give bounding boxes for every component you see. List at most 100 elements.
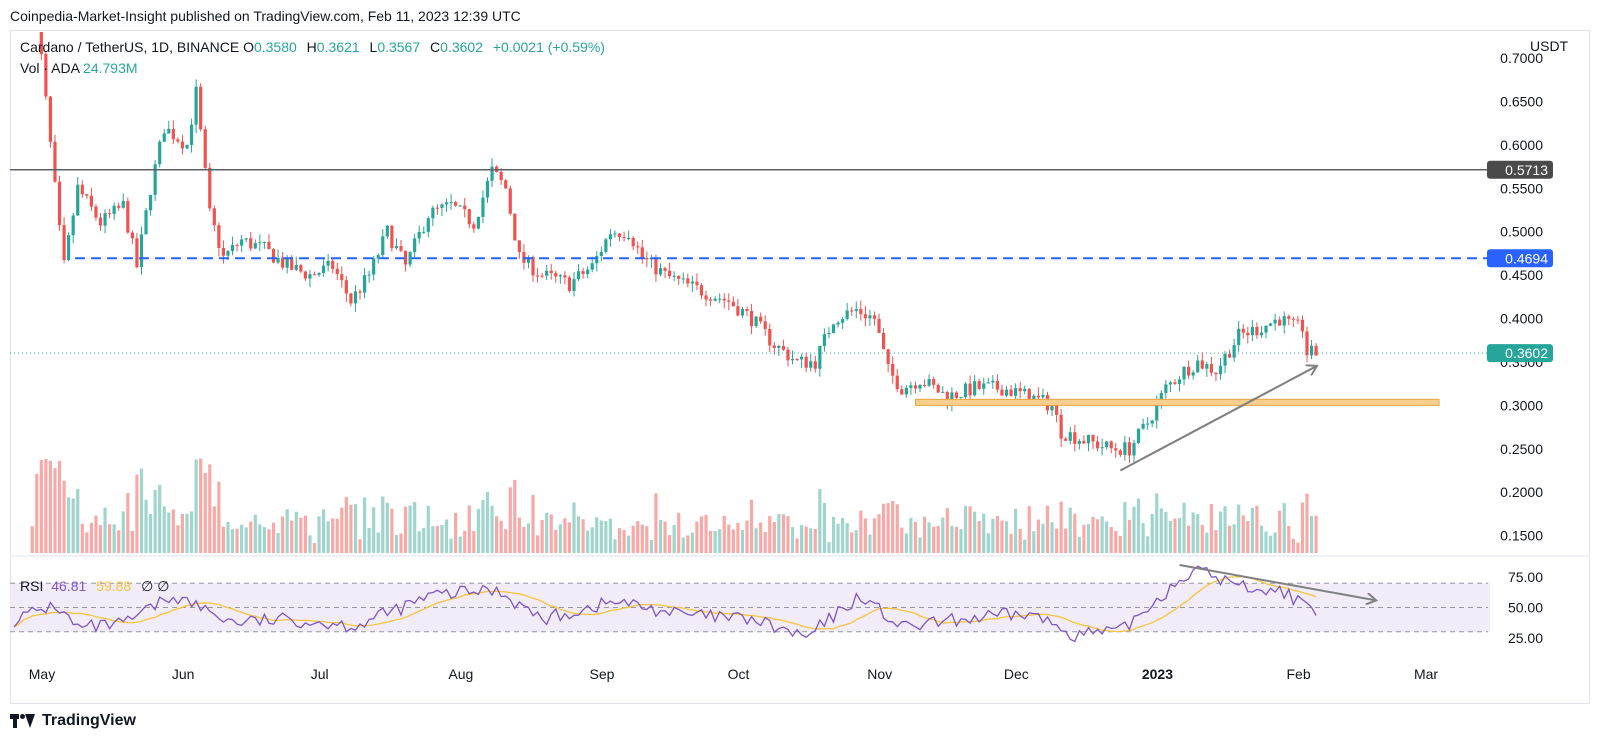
volume-bar [713,531,717,553]
low-label: L [369,39,378,55]
candle-body [804,356,808,368]
candle-body [690,281,694,284]
candle-body [417,232,421,239]
candle-body [1068,432,1072,441]
volume-label[interactable]: Vol · ADA [20,60,80,76]
candle-body [508,188,512,214]
volume-bar [617,528,622,553]
candle-body [567,277,572,291]
volume-bar [800,525,804,553]
candle-body [913,385,918,389]
candle-body [490,166,494,181]
candle-body [868,315,872,319]
price-tick-label: 0.6500 [1500,93,1543,109]
volume-bar [335,518,339,553]
rsi-label[interactable]: RSI [20,578,44,594]
volume-bar [321,509,326,553]
volume-bar [781,514,786,553]
volume-bar [203,472,207,553]
candle-body [636,246,640,248]
volume-bar [841,518,845,553]
candle-body [1136,428,1141,444]
volume-bar [895,504,899,553]
volume-bar [1287,525,1291,553]
volume-bar [663,521,667,553]
resistance-label: 0.5713 [1505,162,1548,178]
volume-bar [1014,508,1018,553]
price-tick-label: 0.4500 [1500,267,1543,283]
rsi-tick-label: 75.00 [1508,569,1543,585]
candle-body [736,306,740,316]
candle-body [44,54,48,97]
volume-bar [1200,524,1204,553]
volume-bar [385,502,389,553]
volume-bar [795,538,799,553]
volume-bar [167,512,171,553]
volume-bar [1314,515,1318,553]
candle-body [540,275,544,277]
candle-body [344,280,348,294]
candle-body [599,251,603,256]
volume-bar [1173,518,1177,553]
candle-body [613,233,617,235]
candle-body [285,258,289,268]
candle-body [1287,316,1291,319]
volume-bar [818,489,822,553]
volume-bar [1273,532,1277,553]
volume-bar [645,526,649,553]
volume-bar [941,517,945,553]
volume-bar [217,481,221,553]
candle-body [62,225,66,261]
candle-body [85,194,89,196]
volume-bar [950,525,954,553]
volume-bar [1105,521,1109,553]
volume-bar [85,532,89,553]
volume-bar [144,499,148,553]
candle-body [180,141,185,149]
volume-bar [1036,519,1040,553]
volume-bar [535,535,540,553]
volume-bar [631,525,635,553]
candle-body [854,309,858,311]
candle-body [1227,354,1232,358]
volume-bar [1059,501,1063,553]
volume-bar [326,521,330,553]
candle-body [872,315,877,319]
resistance-label-bg [1487,160,1553,179]
volume-bar [922,516,927,553]
footer-brand[interactable]: TradingView [42,712,136,729]
candle-body [754,316,758,327]
volume-bar [485,492,490,553]
volume-bar [185,513,189,553]
candle-body [950,392,954,404]
volume-bar [563,518,567,553]
candle-body [1141,423,1145,429]
volume-bar [718,529,722,553]
symbol-title[interactable]: Cardano / TetherUS, 1D, BINANCE [20,39,240,55]
volume-bar [677,512,681,553]
volume-bar [290,520,294,553]
candle-body [1273,319,1277,324]
volume-bar [121,511,125,553]
volume-bar [158,484,162,553]
volume-bar [171,509,175,553]
volume-bar [567,522,572,553]
volume-bar [1250,507,1254,553]
volume-bar [463,530,467,553]
volume-bar [859,510,863,553]
candle-body [713,298,717,301]
candle-body [1300,319,1305,332]
candle-body [1205,364,1209,369]
volume-bar [267,529,271,553]
rsi-tick-label: 25.00 [1508,630,1543,646]
tradingview-logo-icon[interactable] [10,714,36,728]
candle-body [199,86,203,130]
candle-body [918,385,922,389]
volume-bar [854,530,858,553]
volume-bar [454,512,458,553]
rsi-ma-value: 59.88 [96,578,132,594]
candles-group [39,32,1318,464]
volume-bar [499,520,503,553]
volume-bar [62,480,66,553]
